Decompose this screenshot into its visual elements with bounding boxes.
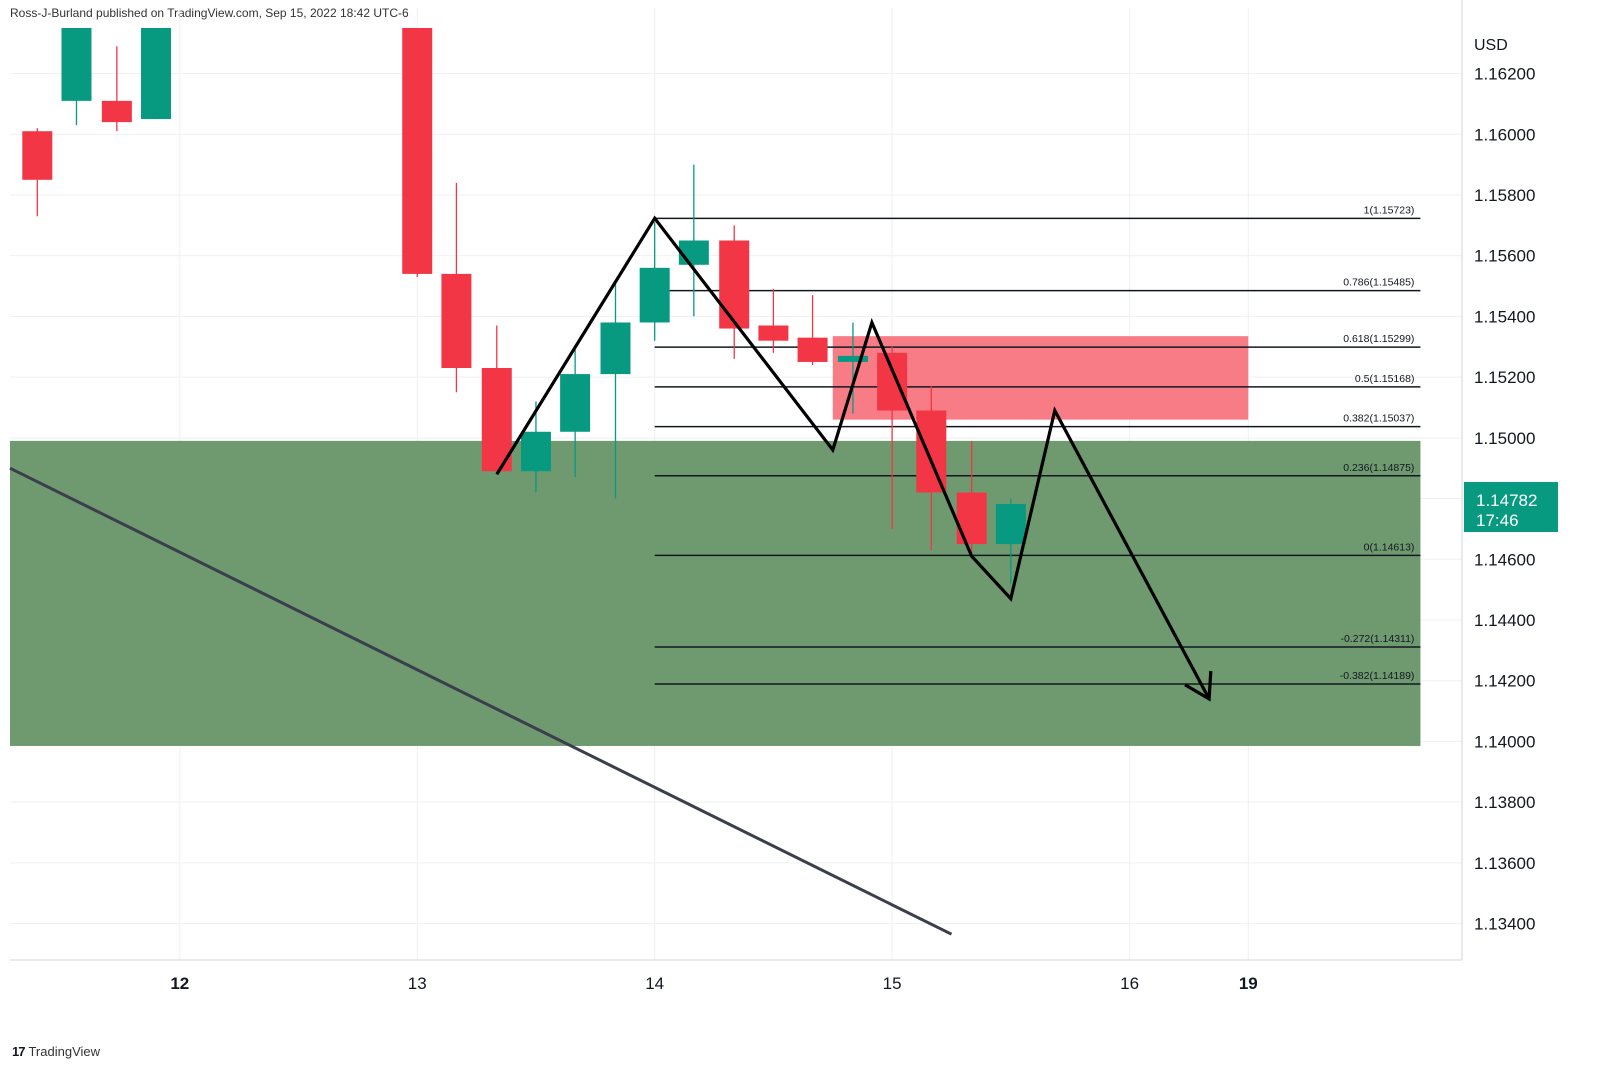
fib-level-label: 0.236(1.14875) xyxy=(1343,462,1414,474)
candle-body xyxy=(995,504,1026,545)
candle xyxy=(719,225,750,359)
y-tick-label: 1.16200 xyxy=(1474,65,1535,84)
candle xyxy=(441,182,472,393)
arrowhead-icon xyxy=(1184,670,1213,702)
candle-body xyxy=(481,368,512,472)
y-tick-label: 1.15400 xyxy=(1474,307,1535,326)
candle-body xyxy=(758,325,789,341)
candle-body xyxy=(916,410,947,493)
brand-name: TradingView xyxy=(28,1044,101,1059)
candle-body xyxy=(61,28,92,101)
candle-body xyxy=(797,337,828,362)
bar-countdown-label: 17:46 xyxy=(1476,511,1519,530)
projection-path xyxy=(495,215,1211,700)
trendline-layer xyxy=(9,466,953,936)
candle xyxy=(956,440,987,554)
current-price-label: 1.14782 xyxy=(1476,491,1537,510)
trendline xyxy=(9,466,953,936)
y-axis-currency-label: USD xyxy=(1474,37,1508,54)
candle xyxy=(797,295,828,365)
candle-body xyxy=(837,355,868,362)
price-tag-bg xyxy=(1464,482,1558,533)
candle-body xyxy=(141,28,172,120)
y-tick-label: 1.14400 xyxy=(1474,611,1535,630)
candle-body xyxy=(441,273,472,369)
x-tick-label: 12 xyxy=(170,974,189,993)
fib-level-label: -0.382(1.14189) xyxy=(1340,670,1415,682)
candle xyxy=(877,346,908,529)
projection-layer xyxy=(495,215,1213,702)
candle-body xyxy=(600,322,631,375)
y-tick-label: 1.14200 xyxy=(1474,672,1535,691)
zones-layer xyxy=(10,336,1421,746)
candle xyxy=(678,164,709,317)
y-tick-label: 1.13600 xyxy=(1474,854,1535,873)
candle-body xyxy=(877,352,908,411)
fib-level-label: 0.618(1.15299) xyxy=(1343,333,1414,345)
y-tick-label: 1.15200 xyxy=(1474,368,1535,387)
support-zone xyxy=(10,440,1421,746)
y-tick-label: 1.15800 xyxy=(1474,186,1535,205)
candle xyxy=(402,28,433,277)
candle xyxy=(916,386,947,551)
fib-level-label: 0.786(1.15485) xyxy=(1343,277,1414,289)
x-tick-label: 13 xyxy=(408,974,427,993)
candle-body xyxy=(22,131,53,180)
fib-level-label: 0.382(1.15037) xyxy=(1343,413,1414,425)
candle xyxy=(520,401,551,493)
tradingview-branding[interactable]: 17 TradingView xyxy=(12,1044,100,1059)
fib-level-label: -0.272(1.14311) xyxy=(1340,633,1414,645)
axes-layer: USD 1.16200 1.16000 1.15800 1.15600 1.15400 1.… xyxy=(10,0,1558,993)
candle xyxy=(61,28,92,126)
candle-body xyxy=(719,240,750,329)
y-tick-label: 1.15600 xyxy=(1474,247,1535,266)
tradingview-logo-icon: 17 xyxy=(12,1044,26,1059)
fib-level-label: 0(1.14613) xyxy=(1364,541,1415,553)
candle xyxy=(837,322,868,414)
publisher-caption: Ross-J-Burland published on TradingView.… xyxy=(10,6,409,20)
y-tick-label: 1.13400 xyxy=(1474,915,1535,934)
y-tick-label: 1.16000 xyxy=(1474,125,1535,144)
y-tick-label: 1.15000 xyxy=(1474,429,1535,448)
candle xyxy=(141,28,172,120)
candle xyxy=(758,289,789,353)
candle xyxy=(22,128,53,217)
candle xyxy=(639,222,670,341)
candle xyxy=(560,349,591,478)
candles-layer xyxy=(22,28,1026,584)
y-tick-label: 1.14000 xyxy=(1474,732,1535,751)
candle xyxy=(600,283,631,499)
candle-body xyxy=(639,267,670,323)
x-tick-label: 19 xyxy=(1239,974,1258,993)
candle-body xyxy=(520,431,551,472)
x-tick-label: 15 xyxy=(883,974,902,993)
candle-body xyxy=(560,374,591,432)
fib-level-label: 0.5(1.15168) xyxy=(1355,373,1415,385)
fib-level-label: 1(1.15723) xyxy=(1364,204,1415,216)
candle-body xyxy=(956,492,987,545)
candle-body xyxy=(101,100,132,123)
candle xyxy=(481,325,512,475)
candle xyxy=(101,46,132,132)
candle-body xyxy=(402,28,433,274)
candle-body xyxy=(678,240,709,265)
x-tick-label: 16 xyxy=(1120,974,1139,993)
x-tick-label: 14 xyxy=(645,974,664,993)
candle xyxy=(995,498,1026,584)
y-tick-label: 1.14600 xyxy=(1474,550,1535,569)
y-tick-label: 1.13800 xyxy=(1474,793,1535,812)
